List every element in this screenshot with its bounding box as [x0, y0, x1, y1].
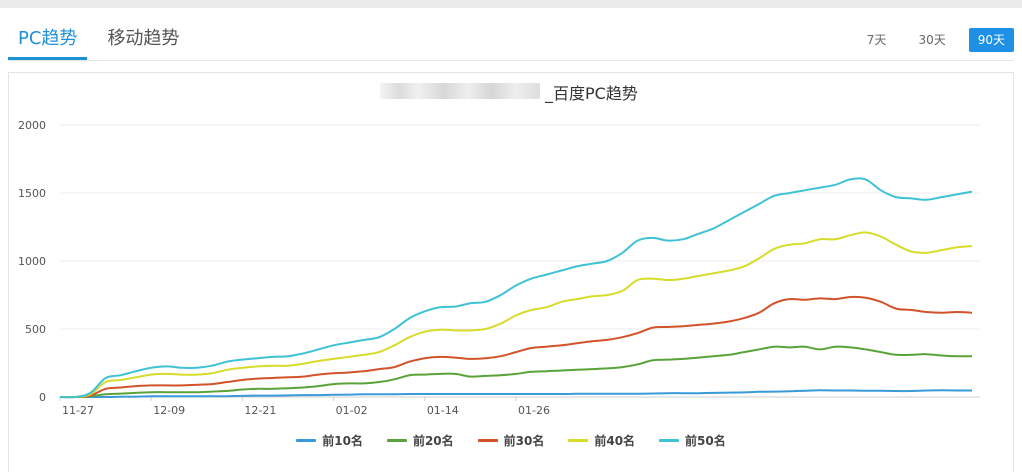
y-tick-label: 1500 [18, 187, 46, 200]
chart-title: _百度PC趋势 [545, 84, 638, 103]
series-line-3 [59, 295, 973, 399]
tab-pc-trend[interactable]: PC趋势 [8, 22, 88, 60]
legend-label: 前50名 [685, 434, 726, 448]
range-90-days-button[interactable]: 90天 [968, 28, 1014, 52]
legend-item-2[interactable]: 前20名 [386, 432, 454, 449]
chart-panel [8, 72, 1014, 472]
legend-label: 前10名 [322, 434, 363, 448]
x-tick-label: 12-09 [153, 404, 185, 417]
legend-swatch [659, 439, 680, 442]
range-7-days-button[interactable]: 7天 [866, 33, 887, 47]
top-strip [0, 0, 1022, 8]
x-tick-label: 01-02 [336, 404, 368, 417]
y-tick-label: 0 [39, 391, 46, 404]
legend-item-3[interactable]: 前30名 [477, 432, 545, 449]
series-line-2 [59, 345, 973, 399]
y-tick-label: 500 [25, 323, 46, 336]
legend-item-5[interactable]: 前50名 [659, 432, 726, 449]
range-30-days-button[interactable]: 30天 [918, 33, 946, 47]
tab-mobile-trend[interactable]: 移动趋势 [107, 28, 180, 49]
chart-legend: 前10名 前20名 前30名 前40名 前50名 [0, 432, 1022, 449]
legend-swatch [477, 439, 498, 442]
legend-swatch [386, 439, 407, 442]
series-line-4 [59, 231, 973, 399]
tabs-divider [8, 60, 1014, 61]
legend-label: 前20名 [412, 434, 454, 448]
series-line-1 [60, 389, 972, 398]
legend-item-1[interactable]: 前10名 [296, 432, 363, 449]
trend-tabs: PC趋势 移动趋势 [8, 22, 199, 60]
legend-swatch [296, 439, 317, 442]
time-range-selector: 7天 30天 90天 [844, 28, 1014, 52]
series-line-5 [59, 177, 973, 399]
y-tick-label: 2000 [18, 119, 46, 132]
x-tick-label: 11-27 [62, 404, 94, 417]
redacted-title-part [380, 83, 540, 99]
legend-swatch [568, 439, 589, 442]
legend-label: 前30名 [503, 434, 545, 448]
x-tick-label: 01-14 [427, 404, 459, 417]
y-tick-label: 1000 [18, 255, 46, 268]
legend-item-4[interactable]: 前40名 [568, 432, 635, 449]
x-tick-label: 01-26 [518, 404, 550, 417]
legend-label: 前40名 [594, 434, 636, 448]
x-tick-label: 12-21 [244, 404, 276, 417]
